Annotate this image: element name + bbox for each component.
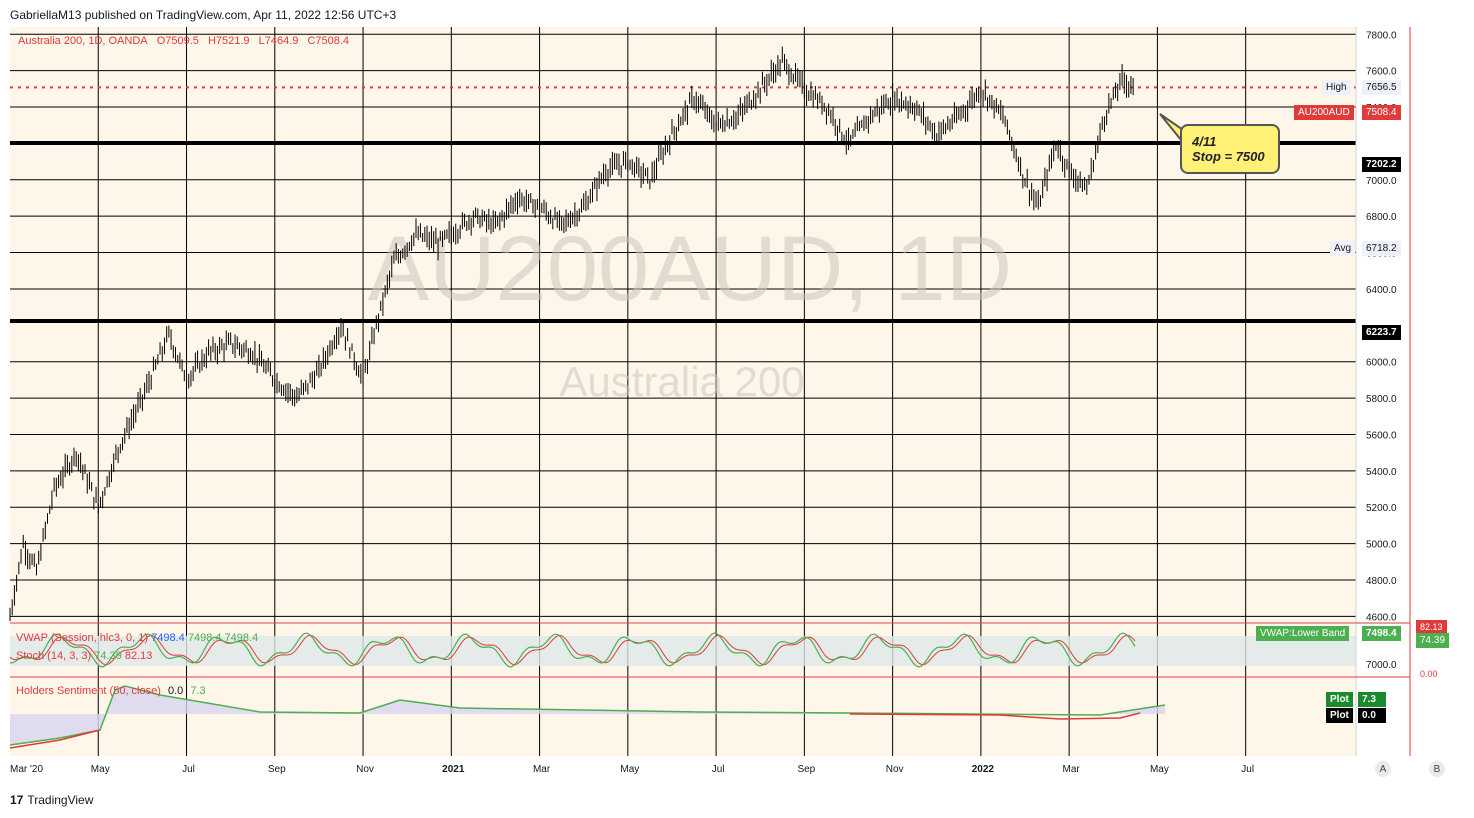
- stoch-lines: [9, 632, 1136, 668]
- high-label-tag: High: [1322, 80, 1351, 95]
- y-tick-label: 6800.0: [1366, 212, 1397, 223]
- legend-low: L7464.9: [258, 35, 299, 47]
- auto-scale-button[interactable]: A: [1375, 761, 1391, 777]
- x-tick-label: May: [91, 764, 110, 775]
- callout-date: 4/11: [1192, 134, 1217, 149]
- plot-label-a: Plot: [1326, 692, 1353, 707]
- main-pane: [10, 27, 1356, 622]
- time-axis[interactable]: Mar '20 May Jul Sep Nov 2021 Mar May Jul Sep Nov 20…: [10, 764, 1254, 775]
- legend-close: C7508.4: [307, 35, 350, 47]
- y-tick-label: 7600.0: [1366, 67, 1397, 78]
- published-line: GabriellaM13 published on TradingView.co…: [10, 8, 397, 22]
- y-tick-label: 7800.0: [1366, 30, 1397, 41]
- y-tick-label: 5400.0: [1366, 467, 1397, 478]
- support-levels[interactable]: [10, 86, 1356, 324]
- sentiment-line: [9, 685, 1166, 746]
- stop-callout[interactable]: 4/11 Stop = 7500: [1180, 124, 1280, 174]
- holders-label: Holders Sentiment (50, close): [16, 685, 161, 697]
- y-tick-label: 7000.0: [1366, 176, 1397, 187]
- holders-value-2: 7.3: [190, 685, 206, 697]
- x-tick-label: Nov: [356, 764, 374, 775]
- plot-label-b: Plot: [1326, 708, 1353, 723]
- x-tick-label: 2022: [972, 764, 995, 775]
- holders-legend: Holders Sentiment (50, close) 0.0 7.3: [16, 685, 206, 697]
- legend-high: H7521.9: [207, 35, 250, 47]
- legend-symbol: Australia 200, 1D, OANDA: [18, 35, 148, 47]
- watermark-name: Australia 200: [559, 358, 804, 405]
- vwap-band-value: 7498.4: [1362, 626, 1401, 641]
- stoch-k-line: [9, 632, 1136, 668]
- sentiment-negative-line: [9, 712, 1141, 749]
- grid-lines: [10, 27, 1356, 756]
- y-tick-label: 4800.0: [1366, 576, 1397, 587]
- stoch-d-line: [9, 634, 1136, 666]
- y-tick-label: 5800.0: [1366, 394, 1397, 405]
- stoch-k-tag: 74.39: [1416, 633, 1450, 648]
- holders-value-1: 0.0: [167, 685, 184, 697]
- vwap-value-1: 7498.4: [151, 632, 185, 644]
- avg-label-tag: Avg: [1330, 241, 1356, 256]
- x-tick-label: Jul: [712, 764, 725, 775]
- plot-value-b: 0.0: [1358, 708, 1386, 723]
- watermark: AU200AUD, 1D Australia 200: [368, 218, 1012, 405]
- sentiment-lines: [9, 685, 1166, 749]
- x-tick-label: May: [1150, 764, 1169, 775]
- support-upper-tag: 7202.2: [1362, 157, 1401, 172]
- price-series: [9, 46, 1134, 622]
- callout-stop: Stop = 7500: [1192, 149, 1265, 164]
- last-value-tag: 7508.4: [1362, 105, 1401, 120]
- stoch-axis-zero: 0.00: [1420, 669, 1438, 679]
- last-symbol-tag: AU200AUD: [1294, 105, 1354, 120]
- x-tick-label: Nov: [886, 764, 904, 775]
- y-tick-label: 5600.0: [1366, 430, 1397, 441]
- stoch-label: Stoch (14, 3, 3): [16, 650, 92, 662]
- sentiment-pane: [10, 678, 1356, 756]
- tradingview-brand: TradingView: [27, 793, 94, 807]
- y-tick-label: 5200.0: [1366, 503, 1397, 514]
- support-lower-tag: 6223.7: [1362, 325, 1401, 340]
- x-tick-label: Jul: [182, 764, 195, 775]
- vwap-band-label: VWAP:Lower Band: [1256, 626, 1350, 641]
- y-tick-label: 6400.0: [1366, 285, 1397, 296]
- vwap-label: VWAP (Session, hlc3, 0, 1): [16, 632, 149, 644]
- tradingview-mark-icon: 17: [10, 793, 24, 807]
- x-tick-label: May: [620, 764, 639, 775]
- x-tick-label: Mar: [533, 764, 551, 775]
- stoch-k-value: 74.39: [94, 650, 122, 662]
- vwap-value-2: 7498.4: [187, 632, 222, 644]
- high-value-tag: 7656.5: [1362, 80, 1401, 95]
- watermark-ticker: AU200AUD, 1D: [368, 218, 1012, 320]
- stoch-d-value: 82.13: [124, 650, 153, 662]
- y-tick-label: 5000.0: [1366, 540, 1397, 551]
- tradingview-logo[interactable]: 17 TradingView: [10, 793, 93, 807]
- vwap-legend: VWAP (Session, hlc3, 0, 1) 7498.4 7498.4…: [16, 632, 258, 644]
- main-legend: Australia 200, 1D, OANDA O7509.5 H7521.9…: [18, 35, 355, 47]
- x-tick-label: Jul: [1241, 764, 1254, 775]
- x-tick-label: Sep: [268, 764, 286, 775]
- avg-value-tag: 6718.2: [1362, 241, 1401, 256]
- x-tick-label: 2021: [442, 764, 465, 775]
- plot-value-a: 7.3: [1358, 692, 1386, 707]
- sentiment-fill: [10, 686, 1165, 745]
- x-tick-label: Mar: [1063, 764, 1081, 775]
- x-tick-label: Mar '20: [10, 764, 43, 775]
- y-tick-label: 6000.0: [1366, 358, 1397, 369]
- legend-open: O7509.5: [156, 35, 199, 47]
- y-tick-label: 4600.0: [1366, 612, 1397, 623]
- x-tick-label: Sep: [797, 764, 815, 775]
- stoch-axis-left: 7000.0: [1366, 660, 1397, 671]
- vwap-value-3: 7498.4: [224, 632, 259, 644]
- log-scale-button[interactable]: B: [1429, 761, 1445, 777]
- stoch-legend: Stoch (14, 3, 3) 74.39 82.13: [16, 650, 152, 662]
- stoch-d-tag: 82.13: [1416, 620, 1447, 635]
